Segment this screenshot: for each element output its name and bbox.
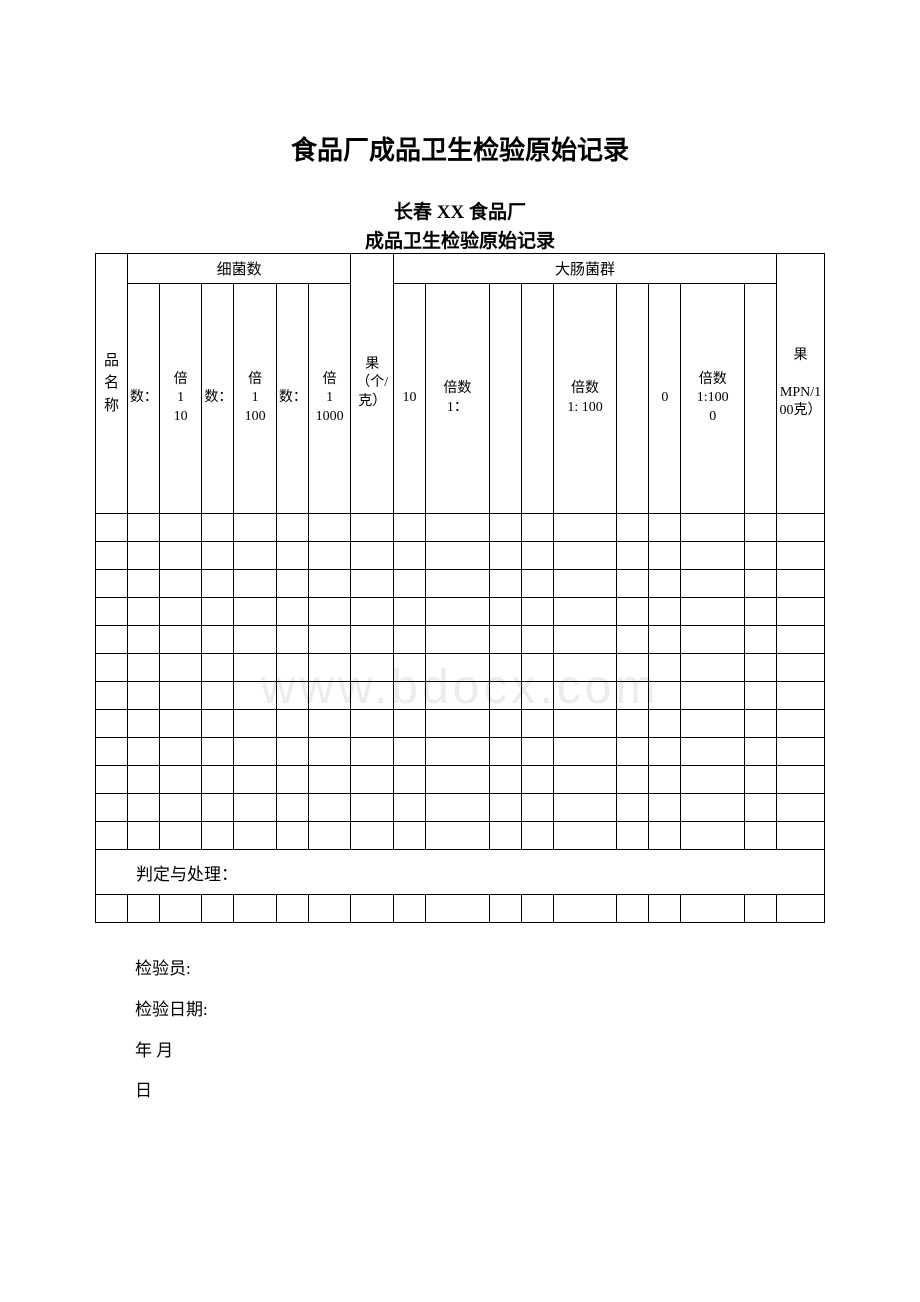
table-row xyxy=(96,895,825,923)
main-title: 食品厂成品卫生检验原始记录 xyxy=(95,130,825,167)
day-label: 日 xyxy=(135,1071,825,1112)
col-bei-10: 倍 1 10 xyxy=(159,284,202,514)
inspector-label: 检验员: xyxy=(135,949,825,990)
table-row xyxy=(96,570,825,598)
col-bei-1-1000: 倍数 1:100 0 xyxy=(681,284,745,514)
col-mpn: 果 MPN/100克） xyxy=(777,254,825,514)
col-0: 0 xyxy=(649,284,681,514)
table-row xyxy=(96,542,825,570)
group-bacteria: 细菌数 xyxy=(127,254,351,284)
table-row xyxy=(96,654,825,682)
col-blank-2 xyxy=(521,284,553,514)
col-blank-4 xyxy=(745,284,777,514)
table-row xyxy=(96,514,825,542)
year-month-label: 年 月 xyxy=(135,1031,825,1072)
table-row xyxy=(96,738,825,766)
subtitle-factory: 长春 XX 食品厂 xyxy=(95,197,825,224)
col-shu-2: 数： xyxy=(202,284,234,514)
footer-section: 检验员: 检验日期: 年 月 日 xyxy=(135,949,825,1112)
col-shu-3: 数： xyxy=(276,284,308,514)
col-10: 10 xyxy=(393,284,425,514)
header-row-1: 品名称 细菌数 果（个/克） 大肠菌群 果 MPN/100克） xyxy=(96,254,825,284)
inspection-date-label: 检验日期: xyxy=(135,990,825,1031)
col-bei-1-100: 倍数 1: 100 xyxy=(553,284,617,514)
table-row xyxy=(96,682,825,710)
col-blank-1 xyxy=(489,284,521,514)
col-blank-3 xyxy=(617,284,649,514)
header-row-2: 数： 倍 1 10 数： 倍 1 100 数： 倍 1 1000 10 倍数 1… xyxy=(96,284,825,514)
table-row xyxy=(96,794,825,822)
table-row xyxy=(96,710,825,738)
judgment-cell: 判定与处理： xyxy=(96,850,825,895)
judgment-row: 判定与处理： xyxy=(96,850,825,895)
col-result-per-gram: 果（个/克） xyxy=(351,254,394,514)
col-product-name: 品名称 xyxy=(96,254,128,514)
group-coliform: 大肠菌群 xyxy=(393,254,776,284)
subtitle-record: 成品卫生检验原始记录 xyxy=(95,226,825,253)
table-row xyxy=(96,766,825,794)
col-shu-1: 数： xyxy=(127,284,159,514)
col-bei-1000: 倍 1 1000 xyxy=(308,284,351,514)
inspection-table: 品名称 细菌数 果（个/克） 大肠菌群 果 MPN/100克） 数： 倍 1 1… xyxy=(95,253,825,923)
table-row xyxy=(96,822,825,850)
table-row xyxy=(96,626,825,654)
col-bei-1: 倍数 1： xyxy=(425,284,489,514)
table-row xyxy=(96,598,825,626)
col-bei-100: 倍 1 100 xyxy=(234,284,277,514)
